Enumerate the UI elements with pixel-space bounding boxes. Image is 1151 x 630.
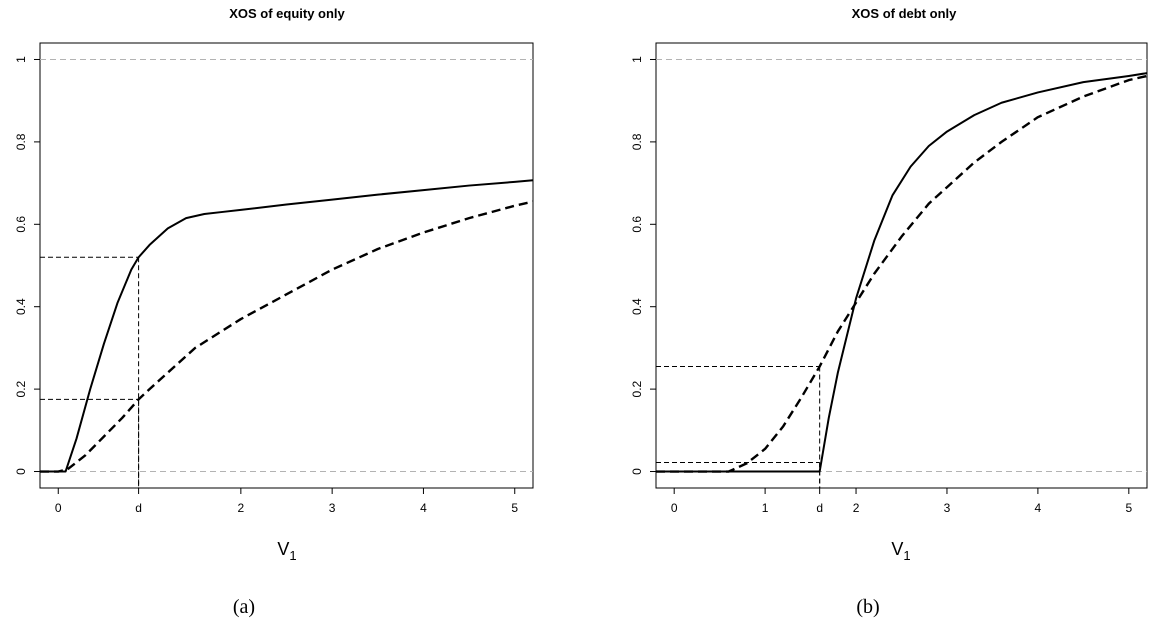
- panel-a-x-tick-label-0: 0: [55, 501, 62, 515]
- panel-b-y-tick-label-0: 0: [630, 468, 644, 475]
- panel-a-title: XOS of equity only: [229, 6, 345, 21]
- panel-b-x-tick-label-4: 3: [944, 501, 951, 515]
- panel-a-y-tick-label-1: 0.2: [14, 380, 28, 397]
- panel-b-y-tick-label-2: 0.4: [630, 298, 644, 315]
- panel-b-caption: (b): [856, 596, 879, 618]
- panel-a-reference-lines: [40, 58, 533, 473]
- panel-b-x-tick-label-5: 4: [1035, 501, 1042, 515]
- panel-a-series-dashed: [40, 200, 534, 473]
- panel-b-x-tick-label-3: 2: [853, 501, 860, 515]
- panel-a-series: [40, 179, 534, 473]
- panel-equity-only: XOS of equity only 0 d 2 3 4 5 0 0.2 0.4 0.6 0.8 1…: [14, 6, 534, 618]
- panel-a-x-tick-label-4: 4: [420, 501, 427, 515]
- panel-b-series-solid: [656, 72, 1148, 473]
- panel-a-x-axis-label: V1: [277, 539, 296, 563]
- panel-b-y-axis: 0 0.2 0.4 0.6 0.8 1: [630, 56, 656, 475]
- panel-b-x-tick-label-6: 5: [1125, 501, 1132, 515]
- panel-a-x-tick-label-5: 5: [511, 501, 518, 515]
- panel-b-reference-lines: [656, 58, 1147, 473]
- panel-a-y-tick-label-4: 0.8: [14, 133, 28, 150]
- panel-a-y-tick-label-5: 1: [14, 56, 28, 63]
- panel-b-series-dashed: [656, 74, 1148, 473]
- panel-a-caption: (a): [233, 596, 255, 618]
- panel-b-y-tick-label-1: 0.2: [630, 380, 644, 397]
- panel-a-y-tick-label-3: 0.6: [14, 216, 28, 233]
- panel-b-guide-lines: [656, 365, 821, 488]
- panel-b-y-tick-label-3: 0.6: [630, 216, 644, 233]
- panel-b-plot-frame: [655, 42, 1148, 489]
- panel-a-guide-lines: [40, 256, 140, 488]
- panel-b-y-tick-label-4: 0.8: [630, 133, 644, 150]
- panel-a-series-solid: [40, 179, 534, 473]
- panel-b-title: XOS of debt only: [852, 6, 957, 21]
- panel-a-x-tick-label-1: d: [135, 501, 142, 515]
- panel-b-y-tick-label-5: 1: [630, 56, 644, 63]
- panel-a-plot-frame: [39, 42, 534, 489]
- panel-b-x-axis: 0 1 d 2 3 4 5: [671, 488, 1132, 515]
- panel-a-x-tick-label-3: 3: [329, 501, 336, 515]
- panel-a-y-axis: 0 0.2 0.4 0.6 0.8 1: [14, 56, 40, 475]
- panel-a-x-axis: 0 d 2 3 4 5: [55, 488, 518, 515]
- panel-b-x-tick-label-1: 1: [762, 501, 769, 515]
- panel-b-x-tick-label-0: 0: [671, 501, 678, 515]
- panel-a-x-tick-label-2: 2: [238, 501, 245, 515]
- panel-b-x-tick-label-2: d: [816, 501, 823, 515]
- panel-a-y-tick-label-2: 0.4: [14, 298, 28, 315]
- panel-b-series: [656, 72, 1148, 473]
- panel-a-y-tick-label-0: 0: [14, 468, 28, 475]
- panel-b-x-axis-label: V1: [891, 539, 910, 563]
